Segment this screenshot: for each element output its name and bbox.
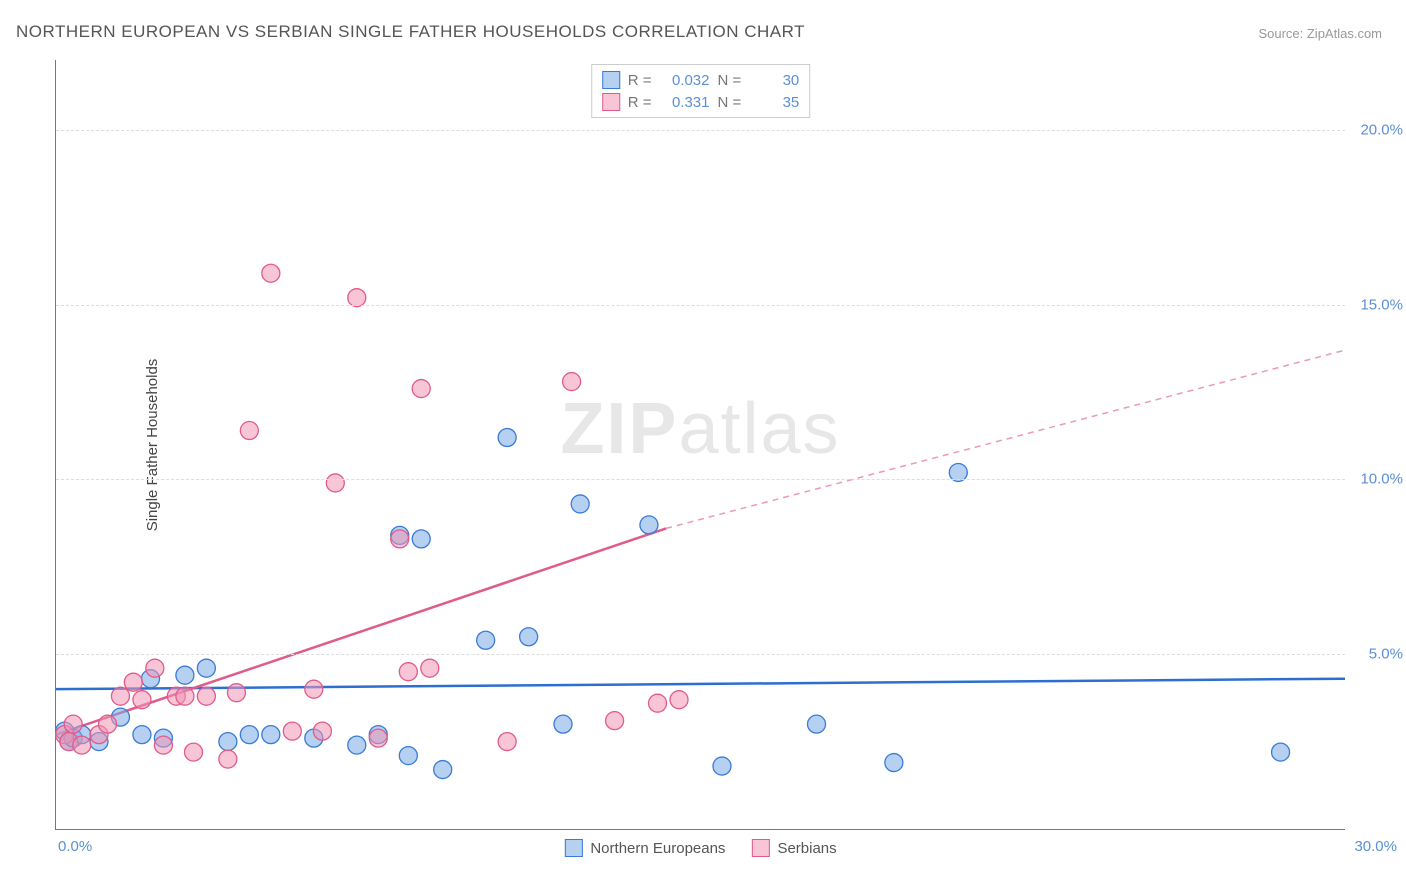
y-tick-label: 10.0% bbox=[1360, 471, 1403, 488]
bottom-legend: Northern Europeans Serbians bbox=[564, 839, 836, 857]
y-tick-label: 15.0% bbox=[1360, 296, 1403, 313]
chart-title: NORTHERN EUROPEAN VS SERBIAN SINGLE FATH… bbox=[16, 22, 805, 42]
legend-swatch-pink-icon bbox=[751, 839, 769, 857]
x-tick-left: 0.0% bbox=[58, 838, 92, 855]
chart-container: { "title": "NORTHERN EUROPEAN VS SERBIAN… bbox=[0, 0, 1406, 892]
x-tick-right: 30.0% bbox=[1354, 838, 1397, 855]
source-label: Source: ZipAtlas.com bbox=[1258, 26, 1382, 41]
y-tick-label: 20.0% bbox=[1360, 121, 1403, 138]
plot-svg bbox=[56, 60, 1345, 829]
y-tick-label: 5.0% bbox=[1369, 646, 1403, 663]
legend-item-pink: Serbians bbox=[751, 839, 836, 857]
plot-area: Single Father Households ZIPatlas R = 0.… bbox=[55, 60, 1345, 830]
legend-item-blue: Northern Europeans bbox=[564, 839, 725, 857]
legend-label-blue: Northern Europeans bbox=[590, 840, 725, 857]
legend-label-pink: Serbians bbox=[777, 840, 836, 857]
legend-swatch-blue-icon bbox=[564, 839, 582, 857]
